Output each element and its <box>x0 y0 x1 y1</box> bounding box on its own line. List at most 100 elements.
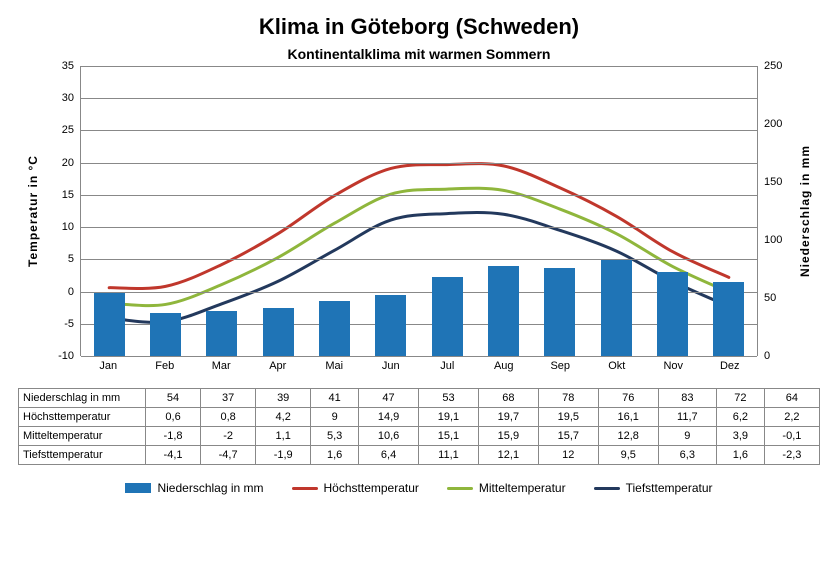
y-ticks-right: 050100150200250 <box>760 66 794 356</box>
x-category: Jun <box>363 360 420 380</box>
y-tick-right: 50 <box>764 292 794 304</box>
x-category: Sep <box>532 360 589 380</box>
data-cell: 15,7 <box>538 427 598 446</box>
tmax-line <box>109 164 729 289</box>
data-cell: 47 <box>359 389 419 408</box>
data-cell: 9 <box>311 408 359 427</box>
legend-swatch-line <box>447 487 473 490</box>
legend-swatch-line <box>292 487 318 490</box>
data-cell: 39 <box>256 389 311 408</box>
precip-bar <box>319 301 350 356</box>
data-cell: 14,9 <box>359 408 419 427</box>
data-cell: 1,1 <box>256 427 311 446</box>
data-cell: 19,7 <box>478 408 538 427</box>
row-label: Höchsttemperatur <box>19 408 146 427</box>
row-label: Tiefsttemperatur <box>19 446 146 465</box>
data-cell: 4,2 <box>256 408 311 427</box>
y-tick-left: 10 <box>44 221 74 233</box>
data-cell: 19,1 <box>419 408 479 427</box>
precip-bar <box>206 311 237 356</box>
precip-bar <box>94 293 125 356</box>
data-cell: 1,6 <box>311 446 359 465</box>
data-cell: 78 <box>538 389 598 408</box>
data-cell: 16,1 <box>598 408 658 427</box>
data-cell: 9 <box>658 427 716 446</box>
precip-bar <box>713 282 744 356</box>
table-row: Niederschlag in mm5437394147536878768372… <box>19 389 820 408</box>
data-cell: -1,8 <box>146 427 201 446</box>
data-cell: 9,5 <box>598 446 658 465</box>
table-row: Mitteltemperatur-1,8-21,15,310,615,115,9… <box>19 427 820 446</box>
precip-bar <box>657 272 688 356</box>
legend: Niederschlag in mm Höchsttemperatur Mittel… <box>18 481 820 495</box>
precip-bar <box>544 268 575 356</box>
y-tick-left: 0 <box>44 286 74 298</box>
data-cell: 12,8 <box>598 427 658 446</box>
data-cell: 15,9 <box>478 427 538 446</box>
data-cell: 5,3 <box>311 427 359 446</box>
data-cell: 0,8 <box>201 408 256 427</box>
data-cell: -4,7 <box>201 446 256 465</box>
y-tick-left: 35 <box>44 60 74 72</box>
legend-label: Höchsttemperatur <box>324 481 419 495</box>
data-cell: 11,1 <box>419 446 479 465</box>
data-cell: 10,6 <box>359 427 419 446</box>
y-tick-left: -5 <box>44 318 74 330</box>
data-cell: 0,6 <box>146 408 201 427</box>
data-table: Niederschlag in mm5437394147536878768372… <box>18 388 820 465</box>
legend-item-tmax: Höchsttemperatur <box>292 481 419 495</box>
data-cell: 15,1 <box>419 427 479 446</box>
tmean-line <box>109 188 729 305</box>
data-cell: 19,5 <box>538 408 598 427</box>
y-tick-right: 100 <box>764 234 794 246</box>
climate-chart-page: Klima in Göteborg (Schweden) Kontinental… <box>0 0 838 579</box>
data-cell: 83 <box>658 389 716 408</box>
data-cell: -2 <box>201 427 256 446</box>
y-tick-left: 5 <box>44 253 74 265</box>
precip-bar <box>488 266 519 356</box>
y-tick-left: -10 <box>44 350 74 362</box>
y-axis-right-label: Niederschlag in mm <box>794 66 816 356</box>
precip-bar <box>150 313 181 356</box>
data-cell: 11,7 <box>658 408 716 427</box>
x-category: Feb <box>137 360 194 380</box>
data-cell: 68 <box>478 389 538 408</box>
x-axis-categories: JanFebMarAprMaiJunJulAugSepOktNovDez <box>80 360 758 380</box>
table-row: Tiefsttemperatur-4,1-4,7-1,91,66,411,112… <box>19 446 820 465</box>
x-category: Apr <box>250 360 307 380</box>
data-cell: 6,4 <box>359 446 419 465</box>
y-tick-left: 15 <box>44 189 74 201</box>
row-label: Niederschlag in mm <box>19 389 146 408</box>
x-category: Aug <box>476 360 533 380</box>
data-cell: 64 <box>764 389 819 408</box>
chart-area: Temperatur in °C Niederschlag in mm -10 -… <box>22 66 816 386</box>
data-cell: 6,2 <box>716 408 764 427</box>
legend-item-precip: Niederschlag in mm <box>125 481 263 495</box>
data-cell: 41 <box>311 389 359 408</box>
data-cell: -0,1 <box>764 427 819 446</box>
y-ticks-left: -10-505101520253035 <box>44 66 78 356</box>
y-tick-right: 0 <box>764 350 794 362</box>
legend-label: Niederschlag in mm <box>157 481 263 495</box>
x-category: Mar <box>193 360 250 380</box>
data-cell: 53 <box>419 389 479 408</box>
y-tick-right: 200 <box>764 118 794 130</box>
chart-subtitle: Kontinentalklima mit warmen Sommern <box>18 46 820 62</box>
table-row: Höchsttemperatur0,60,84,2914,919,119,719… <box>19 408 820 427</box>
legend-label: Tiefsttemperatur <box>626 481 713 495</box>
legend-item-tmean: Mitteltemperatur <box>447 481 566 495</box>
x-category: Dez <box>702 360 759 380</box>
y-tick-left: 25 <box>44 124 74 136</box>
legend-swatch-bar <box>125 483 151 493</box>
y-axis-left-label: Temperatur in °C <box>22 66 44 356</box>
line-series-layer <box>81 66 757 356</box>
precip-bar <box>601 260 632 356</box>
precip-bar <box>432 277 463 356</box>
data-cell: 54 <box>146 389 201 408</box>
data-cell: -2,3 <box>764 446 819 465</box>
x-category: Okt <box>589 360 646 380</box>
legend-item-tmin: Tiefsttemperatur <box>594 481 713 495</box>
precip-bar <box>263 308 294 356</box>
data-cell: -4,1 <box>146 446 201 465</box>
y-tick-left: 30 <box>44 92 74 104</box>
